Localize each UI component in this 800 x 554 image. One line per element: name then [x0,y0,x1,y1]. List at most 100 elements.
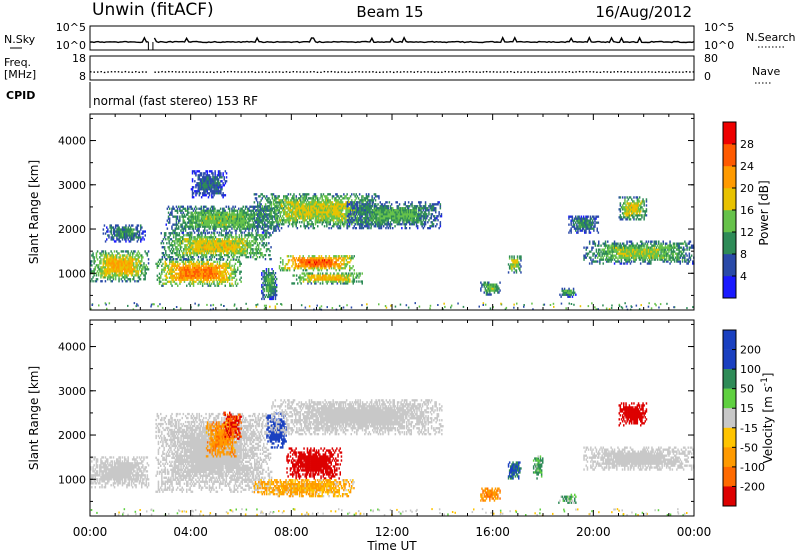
heatmap-cell [271,203,273,205]
heatmap-cell [321,269,323,271]
heatmap-cell [191,261,193,263]
heatmap-cell [199,190,201,192]
heatmap-cell [290,255,292,257]
heatmap-cell [166,254,168,256]
heatmap-cell [166,275,168,277]
heatmap-cell [197,283,199,285]
heatmap-cell [271,213,273,215]
heatmap-cell [177,261,179,263]
heatmap-cell [201,234,203,236]
heatmap-cell [272,195,274,197]
heatmap-cell [141,226,143,228]
heatmap-cell [254,217,256,219]
heatmap-cell [221,176,223,178]
heatmap-cell [313,197,315,199]
heatmap-cell [202,283,204,285]
heatmap-cell [275,199,277,201]
heatmap-cell [226,172,228,174]
heatmap-cell [254,215,256,217]
heatmap-cell [180,281,182,283]
heatmap-cell [209,259,211,261]
heatmap-cell [126,254,128,256]
heatmap-cell [116,250,118,252]
heatmap-cell [112,272,114,274]
heatmap-cell [174,242,176,244]
heatmap-cell [296,197,298,199]
heatmap-cell [359,225,361,227]
heatmap-cell [137,226,139,228]
heatmap-cell [214,208,216,210]
heatmap-cell [138,224,140,226]
heatmap-cell [164,256,166,258]
heatmap-cell [284,267,286,269]
heatmap-cell [179,234,181,236]
heatmap-cell [308,221,310,223]
heatmap-cell [139,268,141,270]
heatmap-cell [106,274,108,276]
heatmap-cell [244,252,246,254]
heatmap-cell [141,238,143,240]
heatmap-cell [345,195,347,197]
heatmap-cell [282,263,284,265]
heatmap-cell [271,207,273,209]
heatmap-cell [239,256,241,258]
heatmap-cell [201,206,203,208]
heatmap-cell [167,238,169,240]
heatmap-cell [362,201,364,203]
heatmap-cell [144,274,146,276]
heatmap-cell [227,281,229,283]
heatmap-cell [222,196,224,198]
heatmap-cell [218,234,220,236]
heatmap-cell [188,283,190,285]
heatmap-cell [118,226,120,228]
heatmap-cell [306,197,308,199]
heatmap-cell [243,242,245,244]
heatmap-cell [229,283,231,285]
heatmap-cell [315,280,317,282]
heatmap-cell [206,259,208,261]
heatmap-cell [294,282,296,284]
heatmap-cell [264,222,266,224]
heatmap-cell [317,267,319,269]
heatmap-cell [354,195,356,197]
heatmap-cell [235,238,237,240]
heatmap-cell [312,272,314,274]
heatmap-cell [231,234,233,236]
heatmap-cell [300,267,302,269]
heatmap-cell [176,269,178,271]
heatmap-cell [293,195,295,197]
heatmap-cell [229,277,231,279]
heatmap-cell [358,276,360,278]
heatmap-cell [130,280,132,282]
heatmap-cell [206,230,208,232]
heatmap-cell [165,234,167,236]
heatmap-cell [111,230,113,232]
heatmap-cell [252,240,254,242]
heatmap-cell [188,256,190,258]
heatmap-cell [187,244,189,246]
heatmap-cell [113,238,115,240]
heatmap-cell [189,228,191,230]
heatmap-cell [250,256,252,258]
heatmap-cell [273,201,275,203]
heatmap-cell [296,223,298,225]
heatmap-cell [340,223,342,225]
heatmap-cell [213,252,215,254]
heatmap-cell [317,280,319,282]
heatmap-cell [148,250,150,252]
heatmap-cell [265,211,267,213]
heatmap-cell [267,232,269,234]
heatmap-cell [221,283,223,285]
heatmap-cell [214,230,216,232]
heatmap-cell [166,279,168,281]
heatmap-cell [279,209,281,211]
heatmap-cell [113,236,115,238]
heatmap-cell [106,252,108,254]
heatmap-cell [252,248,254,250]
heatmap-cell [320,193,322,195]
heatmap-cell [198,218,200,220]
heatmap-cell [187,210,189,212]
heatmap-cell [356,197,358,199]
heatmap-cell [199,263,201,265]
heatmap-cell [261,240,263,242]
